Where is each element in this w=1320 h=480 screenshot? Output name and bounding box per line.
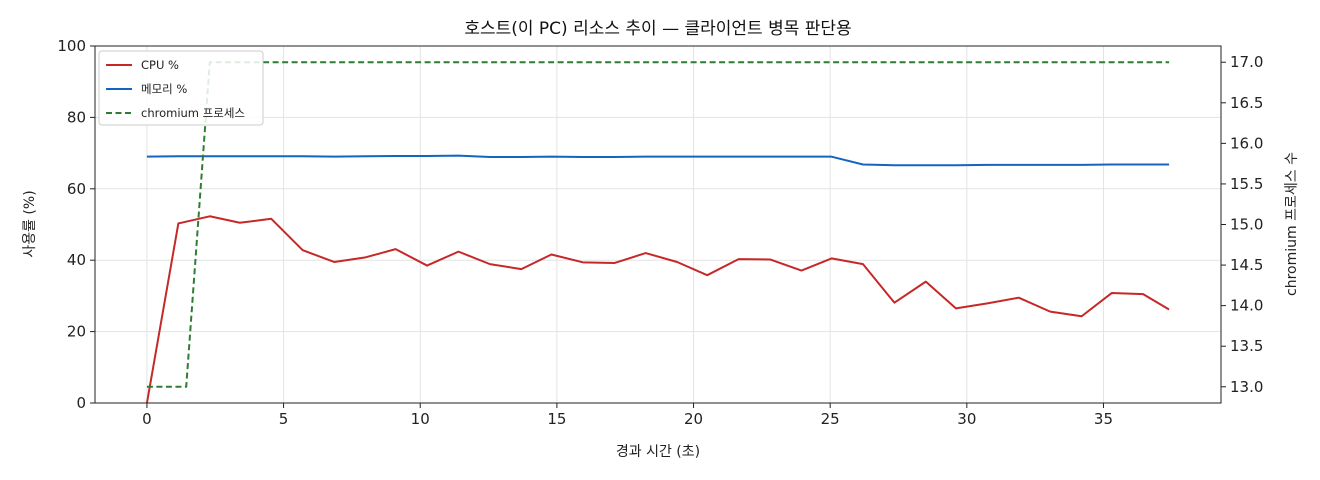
y2-tick-label: 16.0 [1230,134,1263,152]
legend: CPU % 메모리 % chromium 프로세스 [98,50,264,126]
series-line-chromium-process [146,61,1170,388]
series-line-memory [146,154,1170,167]
y2-tick-label: 14.5 [1230,256,1263,274]
y2-tick-label: 13.5 [1230,337,1263,355]
y2-tick-label: 14.0 [1230,297,1263,315]
y2-tick-label: 17.0 [1230,53,1263,71]
chart-title: 호스트(이 PC) 리소스 추이 — 클라이언트 병목 판단용 [464,19,851,39]
y-axis-right: 13.0 13.5 14.0 14.5 15.0 15.5 16.0 16.5 17.0 [1221,53,1263,396]
x-tick-label: 20 [684,410,703,428]
x-axis: 0 5 10 15 20 25 30 35 [142,403,1113,428]
y2-tick-label: 13.0 [1230,378,1263,396]
y-tick-label: 100 [57,37,86,55]
x-tick-label: 35 [1094,410,1113,428]
x-tick-label: 0 [142,410,152,428]
y2-tick-label: 15.0 [1230,216,1263,234]
x-tick-label: 10 [411,410,430,428]
legend-label-chromium-process: chromium 프로세스 [141,106,245,120]
y-axis-title: 사용률 (%) [22,190,38,257]
y-tick-label: 20 [67,323,86,341]
x-tick-label: 5 [279,410,289,428]
series-line-cpu [145,215,1170,404]
x-tick-label: 15 [547,410,566,428]
y2-tick-label: 15.5 [1230,175,1263,193]
y-tick-label: 60 [67,180,86,198]
y-tick-label: 40 [67,251,86,269]
y2-tick-label: 16.5 [1230,94,1263,112]
y-axis-left: 0 20 40 60 80 100 [57,37,95,412]
x-tick-label: 25 [821,410,840,428]
legend-label-memory: 메모리 % [141,82,187,96]
legend-label-cpu: CPU % [141,58,179,72]
legend-box [98,50,264,126]
x-tick-label: 30 [957,410,976,428]
y-tick-label: 80 [67,108,86,126]
series-group [145,61,1170,404]
x-axis-title: 경과 시간 (초) [616,444,700,460]
y-tick-label: 0 [76,394,86,412]
y2-axis-title: chromium 프로세스 수 [1284,152,1300,296]
